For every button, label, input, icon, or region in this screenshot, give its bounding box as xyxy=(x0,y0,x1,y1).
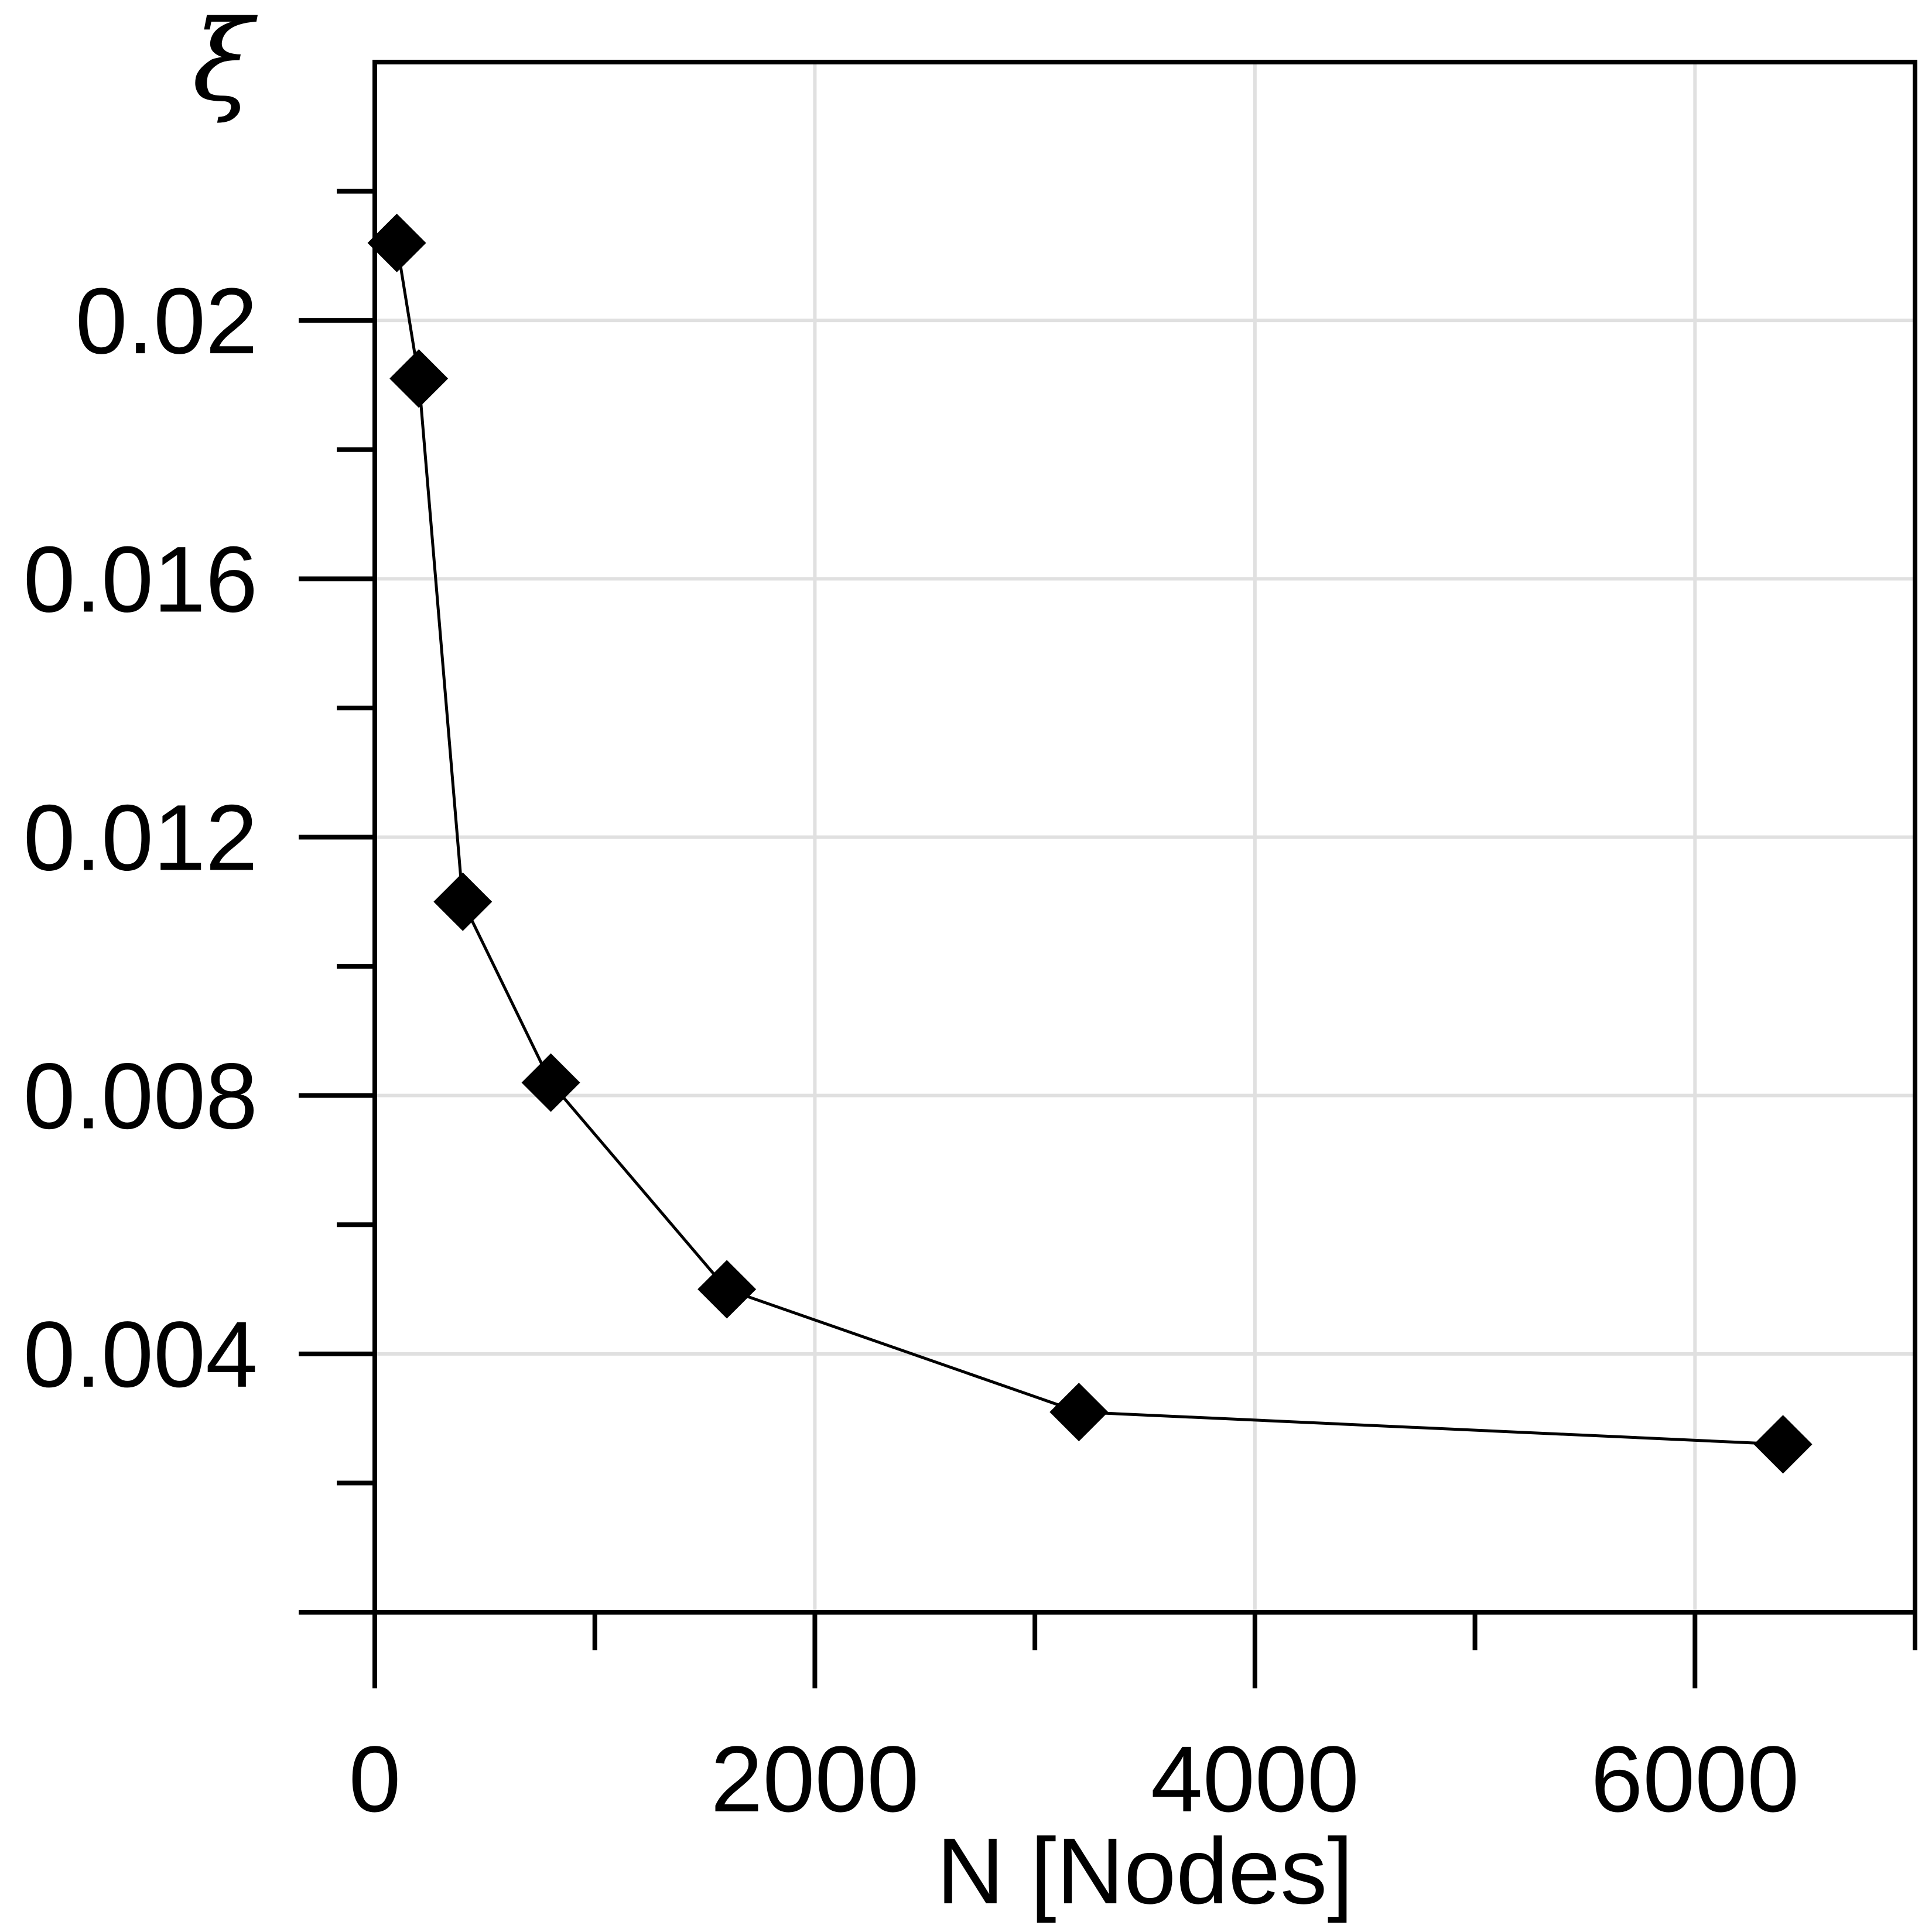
y-tick-label: 0.004 xyxy=(23,1302,258,1407)
data-point-marker xyxy=(433,872,493,931)
y-tick-label: 0.02 xyxy=(76,268,258,373)
x-axis-label: N [Nodes] xyxy=(936,1818,1353,1923)
series-line xyxy=(395,242,1783,1446)
tick-labels: 0.004 0.008 0.012 0.016 0.02 0 2000 4000 6000 xyxy=(23,268,1800,1831)
axis-ticks xyxy=(299,189,1917,1688)
data-point-marker xyxy=(1049,1383,1109,1442)
plot-frame xyxy=(372,60,1917,1615)
y-tick-label: 0.012 xyxy=(23,785,258,890)
data-point-marker xyxy=(389,349,449,408)
data-series xyxy=(367,213,1813,1474)
grid-lines xyxy=(375,62,1915,1612)
data-point-marker xyxy=(521,1053,580,1112)
x-tick-label: 0 xyxy=(349,1726,401,1831)
x-tick-label: 4000 xyxy=(1151,1726,1359,1831)
data-point-marker xyxy=(1753,1415,1813,1474)
x-tick-label: 2000 xyxy=(710,1726,919,1831)
y-axis-label: ξ xyxy=(192,0,258,126)
data-point-marker xyxy=(697,1260,757,1319)
data-point-marker xyxy=(367,213,426,272)
y-tick-label: 0.008 xyxy=(23,1044,258,1148)
y-tick-label: 0.016 xyxy=(23,526,258,631)
x-tick-label: 6000 xyxy=(1591,1726,1799,1831)
